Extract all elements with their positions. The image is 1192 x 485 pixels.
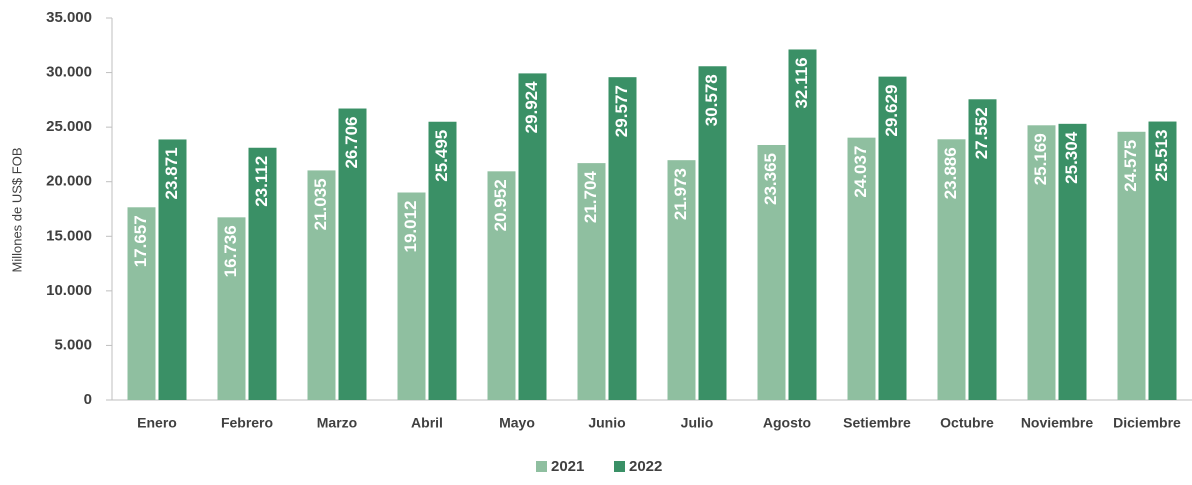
y-tick-label: 0 [84, 391, 92, 408]
x-tick-label: Noviembre [1021, 415, 1094, 431]
bar [608, 77, 637, 400]
value-label: 19.012 [401, 200, 420, 252]
y-tick-label: 30.000 [46, 64, 92, 81]
value-label: 25.495 [432, 130, 451, 182]
bar [757, 144, 786, 400]
value-label: 30.578 [702, 74, 721, 126]
value-label: 21.973 [671, 168, 690, 220]
bar [428, 121, 457, 400]
x-tick-label: Julio [681, 415, 714, 431]
x-tick-label: Enero [137, 415, 177, 431]
value-label: 26.706 [342, 117, 361, 169]
value-label: 21.704 [581, 171, 600, 224]
legend-swatch [536, 461, 547, 472]
value-label: 25.513 [1152, 130, 1171, 182]
bar [158, 139, 187, 400]
value-label: 32.116 [792, 57, 811, 108]
x-tick-label: Diciembre [1113, 415, 1181, 431]
y-tick-label: 25.000 [46, 118, 92, 135]
value-label: 24.575 [1121, 140, 1140, 192]
bar [698, 66, 727, 400]
value-label: 23.871 [162, 147, 181, 199]
y-tick-label: 35.000 [46, 9, 92, 26]
value-label: 23.365 [761, 153, 780, 205]
bar [487, 171, 516, 400]
bar [937, 139, 966, 400]
y-tick-label: 5.000 [54, 336, 92, 353]
bar [878, 76, 907, 400]
bar [788, 49, 817, 400]
y-tick-label: 20.000 [46, 173, 92, 190]
bar [397, 192, 426, 400]
value-label: 24.037 [851, 146, 870, 198]
bar [127, 207, 156, 400]
value-label: 16.736 [221, 225, 240, 277]
x-tick-label: Mayo [499, 415, 535, 431]
value-label: 25.304 [1062, 131, 1081, 184]
bar [1148, 121, 1177, 401]
x-tick-label: Junio [588, 415, 625, 431]
x-tick-label: Febrero [221, 415, 273, 431]
value-label: 25.169 [1031, 133, 1050, 185]
y-tick-label: 10.000 [46, 282, 92, 299]
value-label: 27.552 [972, 107, 991, 159]
value-label: 17.657 [131, 215, 150, 267]
bar [248, 147, 277, 400]
bar [217, 217, 246, 400]
value-label: 20.952 [491, 179, 510, 231]
bar [847, 137, 876, 400]
x-tick-label: Octubre [940, 415, 994, 431]
value-label: 29.629 [882, 85, 901, 137]
y-tick-label: 15.000 [46, 227, 92, 244]
value-label: 23.886 [941, 147, 960, 199]
value-label: 21.035 [311, 178, 330, 230]
value-label: 23.112 [252, 156, 271, 207]
value-label: 29.924 [522, 81, 541, 134]
bar [968, 99, 997, 400]
legend-label: 2022 [629, 458, 662, 475]
x-tick-label: Setiembre [843, 415, 911, 431]
bar [667, 160, 696, 400]
bar [577, 163, 606, 400]
bar [1027, 125, 1056, 400]
y-axis-label: Millones de US$ FOB [9, 148, 24, 273]
x-tick-label: Marzo [317, 415, 357, 431]
bar [307, 170, 336, 400]
value-label: 29.577 [612, 85, 631, 137]
x-tick-label: Agosto [763, 415, 811, 431]
bar [518, 73, 547, 401]
bar [338, 108, 367, 401]
legend-swatch [614, 461, 625, 472]
bar [1058, 123, 1087, 400]
bar [1117, 131, 1146, 400]
legend-label: 2021 [551, 458, 584, 475]
x-tick-label: Abril [411, 415, 443, 431]
